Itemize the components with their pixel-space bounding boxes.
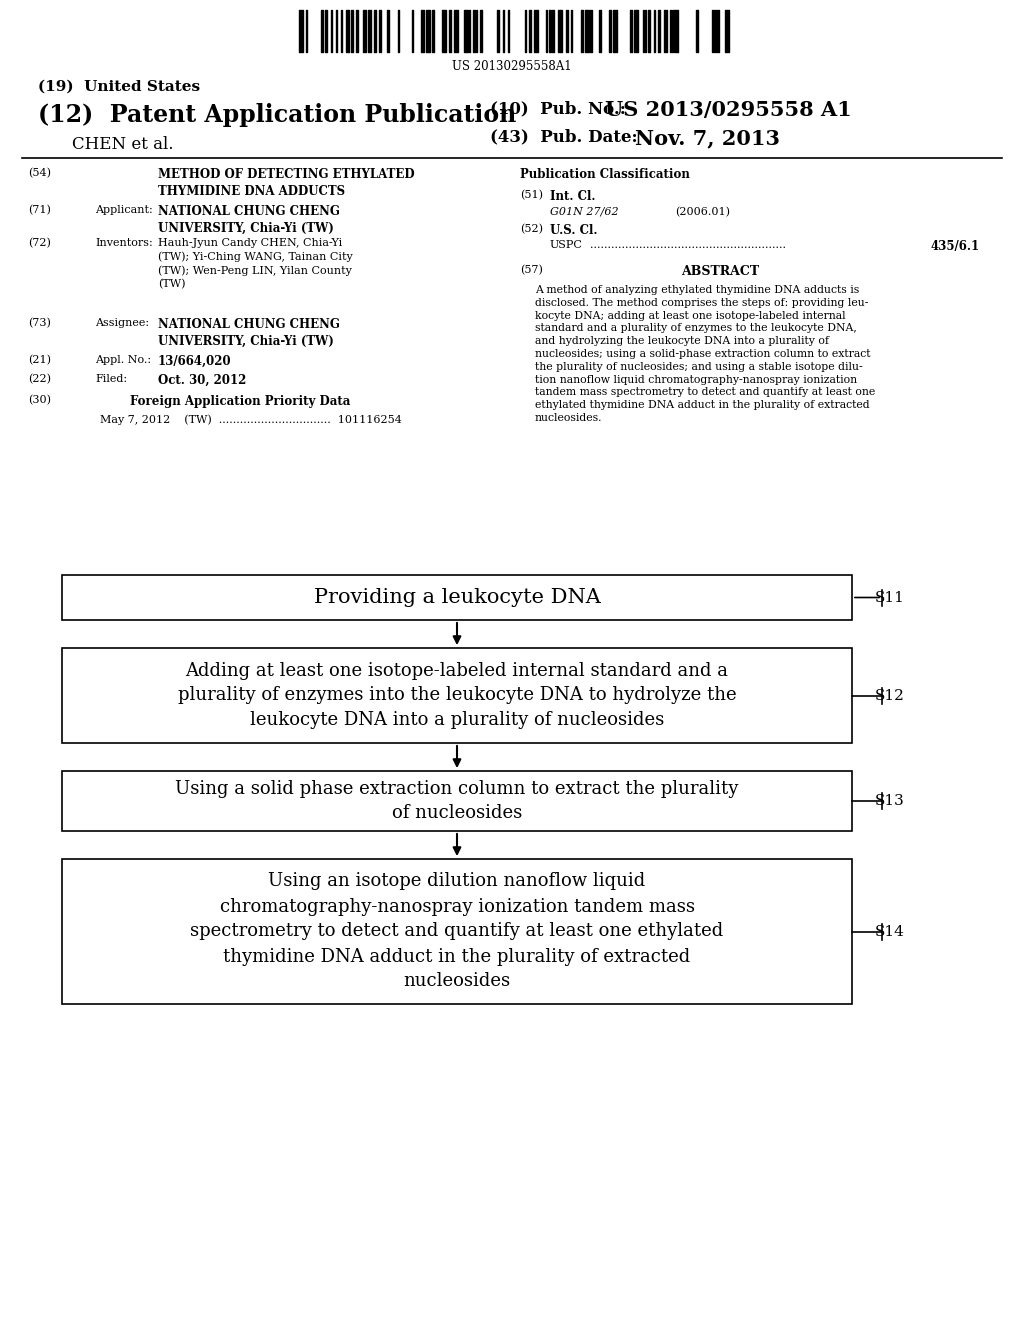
Text: METHOD OF DETECTING ETHYLATED
THYMIDINE DNA ADDUCTS: METHOD OF DETECTING ETHYLATED THYMIDINE … [158, 168, 415, 198]
Text: (54): (54) [28, 168, 51, 178]
Text: S12: S12 [874, 689, 905, 702]
Text: S11: S11 [874, 590, 905, 605]
Text: US 2013/0295558 A1: US 2013/0295558 A1 [605, 100, 852, 120]
Text: Nov. 7, 2013: Nov. 7, 2013 [635, 128, 780, 148]
Text: NATIONAL CHUNG CHENG
UNIVERSITY, Chia-Yi (TW): NATIONAL CHUNG CHENG UNIVERSITY, Chia-Yi… [158, 205, 340, 235]
Text: May 7, 2012    (TW)  ................................  101116254: May 7, 2012 (TW) .......................… [100, 414, 401, 425]
Text: (51): (51) [520, 190, 543, 201]
Text: (12)  Patent Application Publication: (12) Patent Application Publication [38, 103, 516, 127]
Text: S13: S13 [874, 795, 905, 808]
Text: G01N 27/62: G01N 27/62 [550, 207, 618, 216]
Text: (57): (57) [520, 265, 543, 276]
Bar [62, 771, 852, 832]
Text: Oct. 30, 2012: Oct. 30, 2012 [158, 374, 247, 387]
Text: Hauh-Jyun Candy CHEN, Chia-Yi
(TW); Yi-Ching WANG, Tainan City
(TW); Wen-Peng LI: Hauh-Jyun Candy CHEN, Chia-Yi (TW); Yi-C… [158, 238, 352, 289]
Text: (21): (21) [28, 355, 51, 366]
Text: (73): (73) [28, 318, 51, 329]
Text: Adding at least one isotope-labeled internal standard and a
plurality of enzymes: Adding at least one isotope-labeled inte… [178, 663, 736, 729]
Text: 435/6.1: 435/6.1 [931, 240, 980, 253]
Text: Inventors:: Inventors: [95, 238, 153, 248]
Text: Assignee:: Assignee: [95, 318, 150, 327]
Text: ........................................................: ........................................… [590, 240, 786, 249]
Text: Applicant:: Applicant: [95, 205, 153, 215]
Bar [62, 648, 852, 743]
Text: S14: S14 [874, 924, 905, 939]
Text: A method of analyzing ethylated thymidine DNA adducts is
disclosed. The method c: A method of analyzing ethylated thymidin… [535, 285, 876, 422]
Text: Using an isotope dilution nanoflow liquid
chromatography-nanospray ionization ta: Using an isotope dilution nanoflow liqui… [190, 873, 724, 990]
Text: (71): (71) [28, 205, 51, 215]
Text: US 20130295558A1: US 20130295558A1 [453, 59, 571, 73]
Text: Appl. No.:: Appl. No.: [95, 355, 152, 366]
Text: Foreign Application Priority Data: Foreign Application Priority Data [130, 395, 350, 408]
Text: (72): (72) [28, 238, 51, 248]
Text: U.S. Cl.: U.S. Cl. [550, 224, 597, 238]
Text: USPC: USPC [550, 240, 583, 249]
Text: Filed:: Filed: [95, 374, 127, 384]
Text: (43)  Pub. Date:: (43) Pub. Date: [490, 128, 638, 145]
Text: Int. Cl.: Int. Cl. [550, 190, 596, 203]
Text: (30): (30) [28, 395, 51, 405]
Text: (10)  Pub. No.:: (10) Pub. No.: [490, 100, 626, 117]
Text: (52): (52) [520, 224, 543, 235]
Text: 13/664,020: 13/664,020 [158, 355, 231, 368]
Text: NATIONAL CHUNG CHENG
UNIVERSITY, Chia-Yi (TW): NATIONAL CHUNG CHENG UNIVERSITY, Chia-Yi… [158, 318, 340, 348]
Text: Publication Classification: Publication Classification [520, 168, 690, 181]
Text: (19)  United States: (19) United States [38, 81, 200, 94]
Bar [62, 576, 852, 620]
Text: CHEN et al.: CHEN et al. [72, 136, 173, 153]
Text: Providing a leukocyte DNA: Providing a leukocyte DNA [313, 587, 600, 607]
Text: Using a solid phase extraction column to extract the plurality
of nucleosides: Using a solid phase extraction column to… [175, 780, 738, 822]
Text: (22): (22) [28, 374, 51, 384]
Text: (2006.01): (2006.01) [675, 207, 730, 218]
Bar [62, 859, 852, 1005]
Text: ABSTRACT: ABSTRACT [681, 265, 759, 279]
